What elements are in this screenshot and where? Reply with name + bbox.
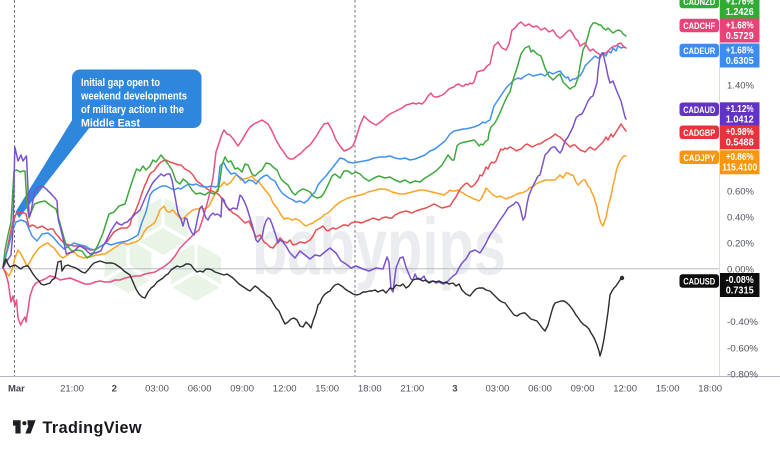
svg-text:Mar: Mar (8, 384, 25, 395)
svg-text:Middle East: Middle East (81, 117, 140, 129)
svg-text:-0.80%: -0.80% (727, 370, 759, 381)
svg-text:+0.86%: +0.86% (726, 152, 754, 163)
svg-text:12:00: 12:00 (613, 384, 637, 395)
svg-text:+0.98%: +0.98% (726, 127, 754, 138)
svg-text:15:00: 15:00 (315, 384, 339, 395)
svg-text:CADUSD: CADUSD (683, 277, 715, 288)
svg-text:babypips: babypips (252, 202, 506, 291)
svg-text:CADEUR: CADEUR (683, 46, 715, 57)
svg-text:CADCHF: CADCHF (683, 21, 715, 32)
svg-text:0.20%: 0.20% (727, 238, 755, 249)
svg-text:+1.68%: +1.68% (726, 20, 754, 31)
svg-text:CADGBP: CADGBP (683, 128, 715, 139)
svg-text:18:00: 18:00 (698, 384, 722, 395)
svg-text:0.7315: 0.7315 (726, 285, 754, 296)
svg-text:1.2426: 1.2426 (726, 7, 754, 18)
svg-text:06:00: 06:00 (188, 384, 212, 395)
svg-text:12:00: 12:00 (273, 384, 297, 395)
svg-text:0.00%: 0.00% (727, 264, 755, 275)
svg-text:21:00: 21:00 (400, 384, 424, 395)
svg-text:0.60%: 0.60% (727, 186, 755, 197)
svg-text:CADAUD: CADAUD (683, 105, 715, 116)
svg-text:+1.68%: +1.68% (726, 45, 754, 56)
svg-text:115.4100: 115.4100 (722, 163, 757, 174)
svg-text:1.40%: 1.40% (727, 80, 755, 91)
svg-text:Initial gap open to: Initial gap open to (81, 77, 160, 89)
svg-text:+1.76%: +1.76% (726, 0, 754, 7)
svg-text:0.5488: 0.5488 (726, 138, 754, 149)
svg-text:weekend developments: weekend developments (80, 90, 187, 102)
svg-text:3: 3 (452, 384, 457, 395)
svg-text:0.40%: 0.40% (727, 212, 755, 223)
svg-text:0.6305: 0.6305 (726, 56, 754, 67)
svg-text:CADNZD: CADNZD (683, 0, 715, 8)
svg-text:1.0412: 1.0412 (726, 115, 754, 126)
svg-text:18:00: 18:00 (358, 384, 382, 395)
svg-text:-0.60%: -0.60% (727, 343, 759, 354)
svg-text:09:00: 09:00 (230, 384, 254, 395)
svg-text:TradingView: TradingView (43, 419, 142, 437)
svg-text:15:00: 15:00 (656, 384, 680, 395)
svg-text:21:00: 21:00 (60, 384, 84, 395)
svg-text:09:00: 09:00 (571, 384, 595, 395)
svg-text:06:00: 06:00 (528, 384, 552, 395)
svg-text:03:00: 03:00 (145, 384, 169, 395)
svg-text:2: 2 (112, 384, 117, 395)
svg-text:+1.12%: +1.12% (726, 104, 754, 115)
svg-text:CADJPY: CADJPY (683, 153, 715, 164)
svg-text:0.5729: 0.5729 (726, 31, 754, 42)
svg-text:03:00: 03:00 (486, 384, 510, 395)
svg-text:-0.40%: -0.40% (727, 317, 759, 328)
svg-text:of military action in the: of military action in the (81, 104, 184, 116)
svg-text:-0.08%: -0.08% (726, 275, 754, 286)
